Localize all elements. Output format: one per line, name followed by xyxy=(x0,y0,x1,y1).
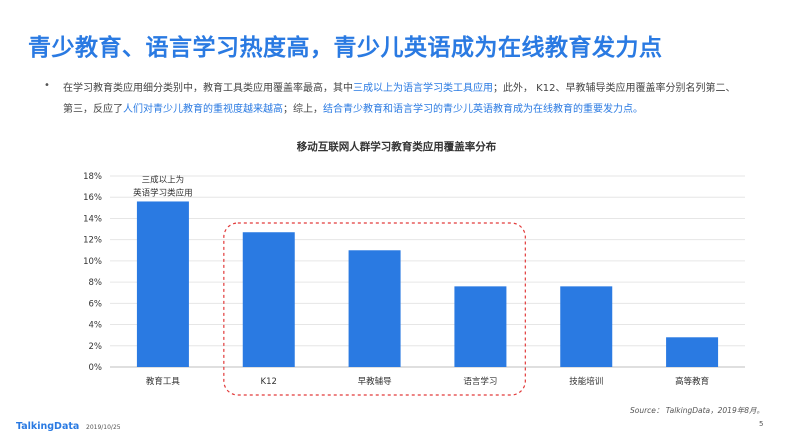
bar-annotation: 三成以上为 xyxy=(142,174,185,185)
page-title: 青少教育、语言学习热度高，青少儿英语成为在线教育发力点 xyxy=(28,35,663,61)
desc-segment: 在学习教育类应用细分类别中，教育工具类应用覆盖率最高，其中 xyxy=(63,83,353,94)
bar xyxy=(242,232,295,367)
desc-highlight: 三成以上为语言学习类工具应用 xyxy=(353,83,493,94)
talkingdata-logo: TalkingData xyxy=(16,421,80,432)
x-tick-label: 语言学习 xyxy=(463,376,497,387)
y-tick-label: 0% xyxy=(89,363,103,373)
y-tick-label: 4% xyxy=(89,321,103,331)
date-stamp: 2019/10/25 xyxy=(86,424,121,431)
bar xyxy=(560,286,613,367)
highlight-box xyxy=(223,222,526,396)
y-tick-label: 16% xyxy=(83,193,102,203)
desc-highlight: 人们对青少儿教育的重视度越来越高 xyxy=(123,104,283,115)
bar xyxy=(666,337,719,367)
source-note: Source： TalkingData，2019年8月。 xyxy=(630,406,764,415)
x-tick-label: K12 xyxy=(261,377,277,387)
description-paragraph: 在学习教育类应用细分类别中，教育工具类应用覆盖率最高，其中三成以上为语言学习类工… xyxy=(63,78,743,120)
x-tick-label: 教育工具 xyxy=(146,376,181,387)
x-tick-label: 技能培训 xyxy=(569,376,603,387)
y-tick-label: 8% xyxy=(89,278,103,288)
bar xyxy=(136,201,189,367)
y-tick-label: 12% xyxy=(83,236,102,246)
x-tick-label: 高等教育 xyxy=(675,376,709,387)
y-tick-label: 10% xyxy=(83,257,102,267)
y-tick-label: 14% xyxy=(83,214,102,224)
bar-annotation: 英语学习类应用 xyxy=(133,187,193,198)
page-number: 5 xyxy=(759,420,764,428)
desc-highlight: 结合青少教育和语言学习的青少儿英语教育成为在线教育的重要发力点。 xyxy=(323,104,643,115)
bullet-dot: • xyxy=(44,80,50,91)
x-tick-label: 早教辅导 xyxy=(358,376,393,387)
desc-segment: ；此外， K12、早教辅导类应用覆盖率分别名列第二、第三，反应了 xyxy=(63,83,736,115)
desc-segment: ；综上， xyxy=(283,104,323,115)
bar xyxy=(454,286,507,367)
y-tick-label: 18% xyxy=(83,172,102,182)
chart-title: 移动互联网人群学习教育类应用覆盖率分布 xyxy=(296,141,497,153)
bar xyxy=(348,250,401,367)
y-tick-label: 6% xyxy=(89,299,103,309)
y-tick-label: 2% xyxy=(89,342,103,352)
